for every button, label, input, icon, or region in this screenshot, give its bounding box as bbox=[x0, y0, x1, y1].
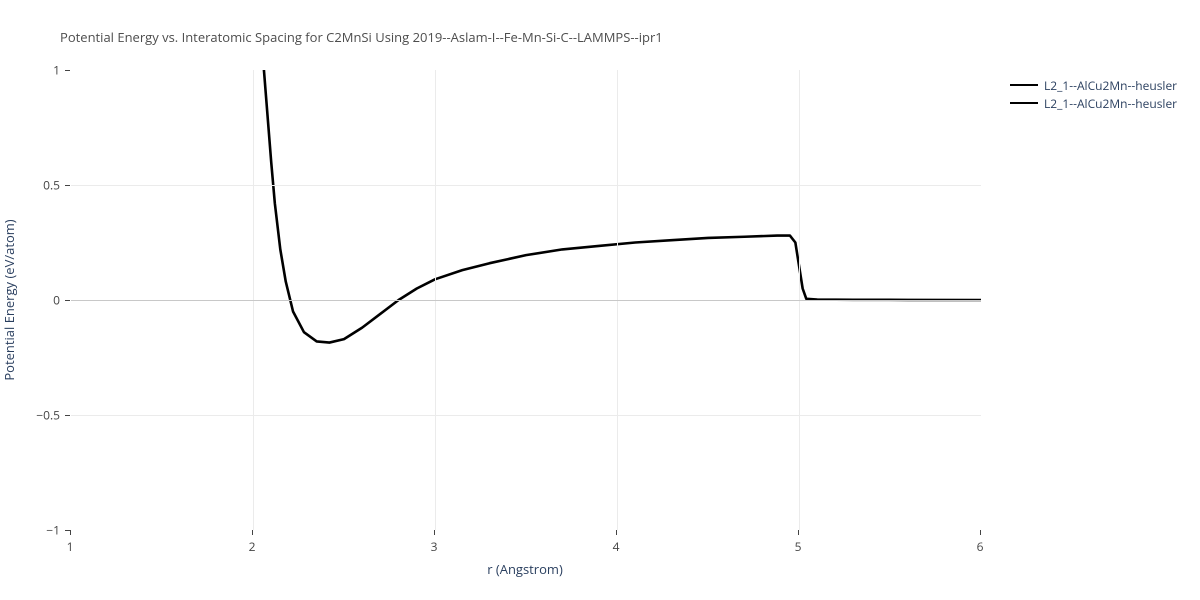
legend[interactable]: L2_1--AlCu2Mn--heuslerL2_1--AlCu2Mn--heu… bbox=[1010, 76, 1177, 112]
legend-label: L2_1--AlCu2Mn--heusler bbox=[1044, 77, 1177, 94]
y-tick-label: −0.5 bbox=[30, 407, 60, 424]
x-tick-mark bbox=[434, 530, 435, 535]
y-tick-mark bbox=[65, 530, 70, 531]
x-tick-mark bbox=[252, 530, 253, 535]
x-tick-mark bbox=[980, 530, 981, 535]
grid-line-h bbox=[71, 415, 981, 416]
y-tick-mark bbox=[65, 300, 70, 301]
legend-label: L2_1--AlCu2Mn--heusler bbox=[1044, 95, 1177, 112]
x-tick-label: 4 bbox=[613, 538, 620, 555]
x-tick-label: 3 bbox=[431, 538, 438, 555]
x-tick-label: 1 bbox=[67, 538, 74, 555]
y-tick-mark bbox=[65, 70, 70, 71]
grid-line-h bbox=[71, 185, 981, 186]
y-tick-mark bbox=[65, 415, 70, 416]
legend-line-icon bbox=[1010, 102, 1038, 105]
y-tick-label: −1 bbox=[30, 522, 60, 539]
series-line[interactable] bbox=[260, 24, 981, 343]
y-axis-label: Potential Energy (eV/atom) bbox=[0, 219, 18, 380]
x-tick-label: 5 bbox=[795, 538, 802, 555]
x-tick-mark bbox=[798, 530, 799, 535]
chart-container: Potential Energy vs. Interatomic Spacing… bbox=[0, 0, 1200, 600]
legend-item[interactable]: L2_1--AlCu2Mn--heusler bbox=[1010, 76, 1177, 94]
legend-line-icon bbox=[1010, 84, 1038, 87]
y-tick-label: 1 bbox=[30, 62, 60, 79]
x-tick-mark bbox=[616, 530, 617, 535]
y-tick-label: 0.5 bbox=[30, 177, 60, 194]
chart-title: Potential Energy vs. Interatomic Spacing… bbox=[60, 28, 663, 46]
y-tick-label: 0 bbox=[30, 292, 60, 309]
x-tick-mark bbox=[70, 530, 71, 535]
x-axis-label: r (Angstrom) bbox=[487, 560, 563, 578]
y-tick-mark bbox=[65, 185, 70, 186]
x-tick-label: 2 bbox=[249, 538, 256, 555]
zero-line bbox=[71, 300, 981, 301]
legend-item[interactable]: L2_1--AlCu2Mn--heusler bbox=[1010, 94, 1177, 112]
plot-area[interactable] bbox=[70, 70, 981, 530]
x-tick-label: 6 bbox=[977, 538, 984, 555]
